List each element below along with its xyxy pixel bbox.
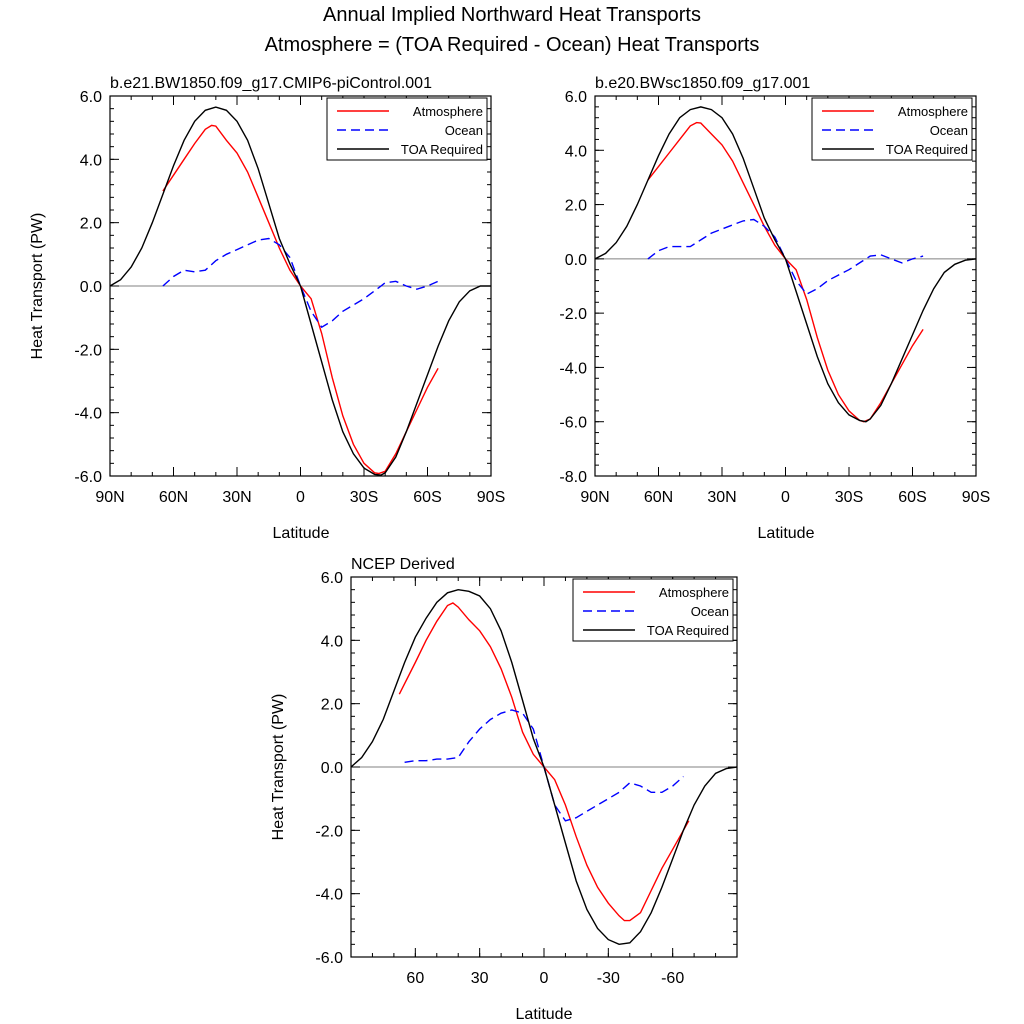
panel-title: b.e20.BWsc1850.f09_g17.001 xyxy=(595,75,810,92)
y-tick-label: 2.0 xyxy=(321,697,343,714)
series-line-atmosphere xyxy=(162,124,439,475)
y-tick-label: -2.0 xyxy=(315,823,343,840)
x-tick-label: 0 xyxy=(540,970,549,987)
x-tick-label: 30S xyxy=(350,489,378,506)
y-tick-label: -2.0 xyxy=(559,306,587,323)
x-tick-label: 90S xyxy=(962,489,990,506)
series-line-toa-required xyxy=(350,588,738,946)
y-tick-label: -6.0 xyxy=(559,415,587,432)
y-tick-label: 2.0 xyxy=(565,198,587,215)
y-tick-label: -8.0 xyxy=(559,469,587,486)
legend-label: TOA Required xyxy=(886,142,968,157)
legend-label: Atmosphere xyxy=(659,585,729,600)
x-tick-label: 90N xyxy=(95,489,124,506)
y-axis-label: Heat Transport (PW) xyxy=(29,213,46,360)
chart-panel-1: b.e21.BW1850.f09_g17.CMIP6-piControl.001… xyxy=(29,75,505,542)
x-tick-label: 60N xyxy=(644,489,673,506)
x-tick-label: 90S xyxy=(477,489,505,506)
y-tick-label: 0.0 xyxy=(80,279,102,296)
plot-frame xyxy=(594,95,977,477)
x-axis-label: Latitude xyxy=(516,1006,573,1023)
x-axis-label: Latitude xyxy=(273,525,330,542)
legend-label: Atmosphere xyxy=(898,104,968,119)
legend-label: Atmosphere xyxy=(413,104,483,119)
y-tick-label: 6.0 xyxy=(321,570,343,587)
legend: Atmosphere Ocean TOA Required xyxy=(811,97,973,161)
series-line-ocean xyxy=(162,237,439,329)
legend: Atmosphere Ocean TOA Required xyxy=(326,97,488,161)
y-tick-label: 4.0 xyxy=(321,633,343,650)
y-tick-label: -6.0 xyxy=(315,950,343,967)
legend-label: TOA Required xyxy=(401,142,483,157)
y-tick-label: 6.0 xyxy=(80,89,102,106)
panel-title: b.e21.BW1850.f09_g17.CMIP6-piControl.001 xyxy=(110,75,432,92)
legend-label: Ocean xyxy=(691,604,729,619)
y-tick-label: 6.0 xyxy=(565,89,587,106)
x-tick-label: 0 xyxy=(296,489,305,506)
y-tick-label: -6.0 xyxy=(74,469,102,486)
y-tick-label: 4.0 xyxy=(565,143,587,160)
y-tick-label: 2.0 xyxy=(80,216,102,233)
legend-label: Ocean xyxy=(930,123,968,138)
legend: Atmosphere Ocean TOA Required xyxy=(572,578,734,642)
x-tick-label: 60N xyxy=(159,489,188,506)
legend-label: TOA Required xyxy=(647,623,729,638)
y-tick-label: 4.0 xyxy=(80,152,102,169)
y-tick-label: 0.0 xyxy=(565,252,587,269)
figure-title: Annual Implied Northward Heat Transports xyxy=(323,4,701,26)
y-tick-label: -4.0 xyxy=(315,887,343,904)
y-tick-label: -4.0 xyxy=(559,360,587,377)
series-line-toa-required xyxy=(594,106,977,423)
series-line-ocean xyxy=(647,218,924,295)
x-tick-label: 60S xyxy=(413,489,441,506)
y-tick-label: 0.0 xyxy=(321,760,343,777)
x-tick-label: 30N xyxy=(707,489,736,506)
x-tick-label: -60 xyxy=(661,970,684,987)
series-line-atmosphere xyxy=(647,121,924,423)
x-axis-label: Latitude xyxy=(758,525,815,542)
figure-subtitle: Atmosphere = (TOA Required - Ocean) Heat… xyxy=(264,34,760,56)
x-tick-label: 30S xyxy=(835,489,863,506)
plot-frame xyxy=(350,576,738,958)
plot-frame xyxy=(109,95,492,477)
chart-panel-3: NCEP Derived -6.0 -4.0 -2.0 0.0 2.0 4.0 6.0 60 30… xyxy=(270,556,738,1023)
x-tick-label: -30 xyxy=(597,970,620,987)
x-tick-label: 60S xyxy=(898,489,926,506)
x-tick-label: 0 xyxy=(781,489,790,506)
legend-label: Ocean xyxy=(445,123,483,138)
y-axis-label: Heat Transport (PW) xyxy=(270,694,287,841)
series-line-atmosphere xyxy=(398,602,690,922)
panel-title: NCEP Derived xyxy=(351,556,455,573)
y-tick-label: -4.0 xyxy=(74,406,102,423)
series-line-toa-required xyxy=(109,106,491,476)
x-tick-label: 30 xyxy=(471,970,489,987)
y-tick-label: -2.0 xyxy=(74,342,102,359)
x-tick-label: 60 xyxy=(406,970,424,987)
x-tick-label: 90N xyxy=(580,489,609,506)
x-tick-label: 30N xyxy=(222,489,251,506)
chart-panel-2: b.e20.BWsc1850.f09_g17.001 -8.0 -6.0 -4.0 -2… xyxy=(559,75,990,542)
